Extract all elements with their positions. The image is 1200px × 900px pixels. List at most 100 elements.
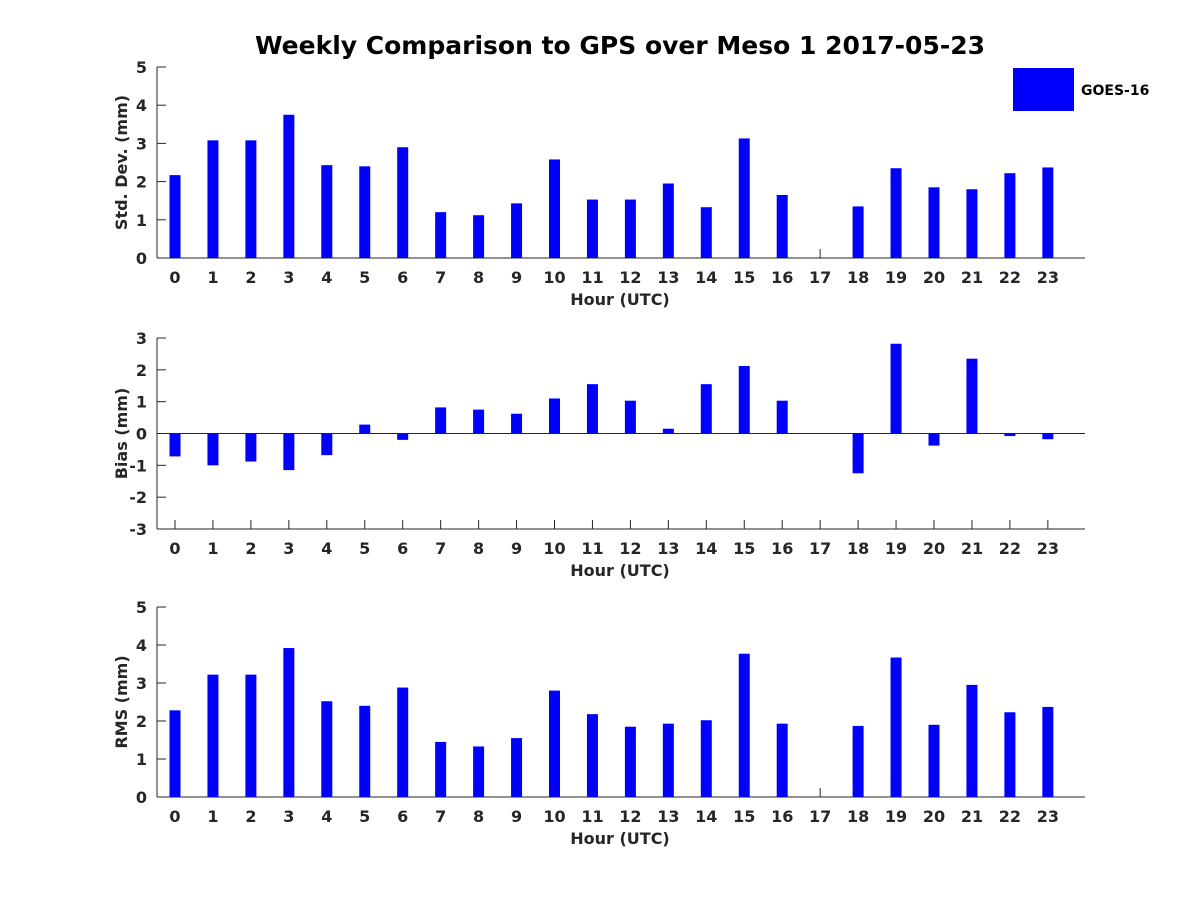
bar-std-dev-hour-6 (397, 147, 409, 258)
x-tick-label: 18 (847, 539, 869, 558)
bar-bias-hour-18 (852, 433, 864, 474)
x-tick-label: 2 (245, 539, 256, 558)
x-tick-label: 12 (619, 268, 641, 287)
x-tick-label: 19 (885, 539, 907, 558)
x-tick-label: 8 (473, 807, 484, 826)
bar-rms-hour-6 (397, 687, 409, 797)
x-tick-label: 19 (885, 268, 907, 287)
bar-rms-hour-0 (169, 710, 181, 797)
x-tick-label: 9 (511, 268, 522, 287)
x-tick-label: 0 (169, 268, 180, 287)
y-tick-label: 5 (136, 58, 147, 77)
bar-rms-hour-5 (359, 705, 371, 797)
x-tick-label: 2 (245, 268, 256, 287)
y-tick-label: 2 (136, 712, 147, 731)
bar-rms-hour-20 (928, 724, 940, 797)
bar-bias-hour-11 (586, 384, 598, 434)
x-tick-label: 6 (397, 539, 408, 558)
x-tick-label: 11 (581, 807, 603, 826)
bar-bias-hour-8 (473, 409, 485, 434)
y-axis-label: RMS (mm) (112, 655, 131, 748)
y-axis-label: Bias (mm) (112, 388, 131, 480)
x-tick-label: 7 (435, 268, 446, 287)
y-tick-label: 5 (136, 598, 147, 617)
x-tick-label: 5 (359, 268, 370, 287)
bar-std-dev-hour-1 (207, 140, 219, 258)
bar-rms-hour-4 (321, 701, 333, 797)
y-tick-label: 0 (136, 425, 147, 444)
bar-std-dev-hour-11 (586, 199, 598, 258)
bar-std-dev-hour-3 (283, 114, 295, 258)
bar-bias-hour-10 (549, 398, 560, 434)
x-tick-label: 7 (435, 807, 446, 826)
bar-bias-hour-9 (511, 413, 523, 434)
bar-rms-hour-22 (1004, 712, 1016, 797)
legend-swatch-goes-16 (1013, 68, 1074, 111)
y-tick-label: 4 (136, 636, 147, 655)
x-tick-label: 12 (619, 539, 641, 558)
x-tick-label: 13 (657, 268, 679, 287)
x-tick-label: 11 (581, 539, 603, 558)
x-tick-label: 7 (435, 539, 446, 558)
bar-bias-hour-1 (207, 433, 219, 466)
bar-rms-hour-1 (207, 674, 219, 797)
bar-bias-hour-23 (1042, 433, 1054, 440)
x-tick-label: 3 (283, 539, 294, 558)
bar-rms-hour-7 (435, 741, 447, 797)
bar-rms-hour-18 (852, 725, 864, 797)
x-tick-label: 13 (657, 807, 679, 826)
bar-bias-hour-6 (397, 433, 409, 440)
x-tick-label: 20 (923, 539, 945, 558)
x-axis-label: Hour (UTC) (570, 290, 670, 309)
x-tick-label: 21 (961, 539, 983, 558)
y-tick-label: -1 (129, 456, 147, 475)
bar-std-dev-hour-7 (435, 212, 447, 258)
bar-bias-hour-19 (890, 343, 902, 434)
x-tick-label: 9 (511, 807, 522, 826)
x-tick-label: 21 (961, 268, 983, 287)
bar-rms-hour-16 (776, 723, 788, 797)
x-tick-label: 1 (207, 539, 218, 558)
bar-bias-hour-15 (738, 366, 750, 434)
bar-std-dev-hour-9 (511, 203, 523, 258)
x-tick-label: 17 (809, 268, 831, 287)
y-tick-label: 0 (136, 249, 147, 268)
x-tick-label: 22 (999, 268, 1021, 287)
x-tick-label: 17 (809, 539, 831, 558)
x-tick-label: 0 (169, 539, 180, 558)
bar-std-dev-hour-8 (473, 215, 485, 258)
x-tick-label: 13 (657, 539, 679, 558)
bar-std-dev-hour-14 (700, 207, 712, 258)
x-axis-label: Hour (UTC) (570, 829, 670, 848)
x-tick-label: 20 (923, 268, 945, 287)
x-tick-label: 12 (619, 807, 641, 826)
bar-bias-hour-2 (245, 433, 257, 462)
bar-std-dev-hour-19 (890, 168, 902, 258)
y-tick-label: 1 (136, 750, 147, 769)
x-tick-label: 4 (321, 807, 332, 826)
bar-rms-hour-23 (1042, 706, 1054, 797)
y-axis-label: Std. Dev. (mm) (112, 95, 131, 230)
x-tick-label: 0 (169, 807, 180, 826)
y-tick-label: 4 (136, 96, 147, 115)
bar-bias-hour-16 (776, 400, 788, 434)
bar-rms-hour-2 (245, 674, 257, 797)
x-tick-label: 23 (1037, 807, 1059, 826)
y-tick-label: 2 (136, 173, 147, 192)
x-tick-label: 14 (695, 807, 717, 826)
bar-rms-hour-12 (624, 726, 636, 797)
bar-std-dev-hour-21 (966, 189, 978, 258)
x-tick-label: 15 (733, 807, 755, 826)
bar-rms-hour-3 (283, 648, 295, 797)
x-tick-label: 10 (543, 807, 565, 826)
x-tick-label: 20 (923, 807, 945, 826)
x-tick-label: 1 (207, 268, 218, 287)
x-tick-label: 18 (847, 807, 869, 826)
bar-bias-hour-0 (169, 433, 181, 457)
bar-bias-hour-7 (435, 407, 447, 434)
